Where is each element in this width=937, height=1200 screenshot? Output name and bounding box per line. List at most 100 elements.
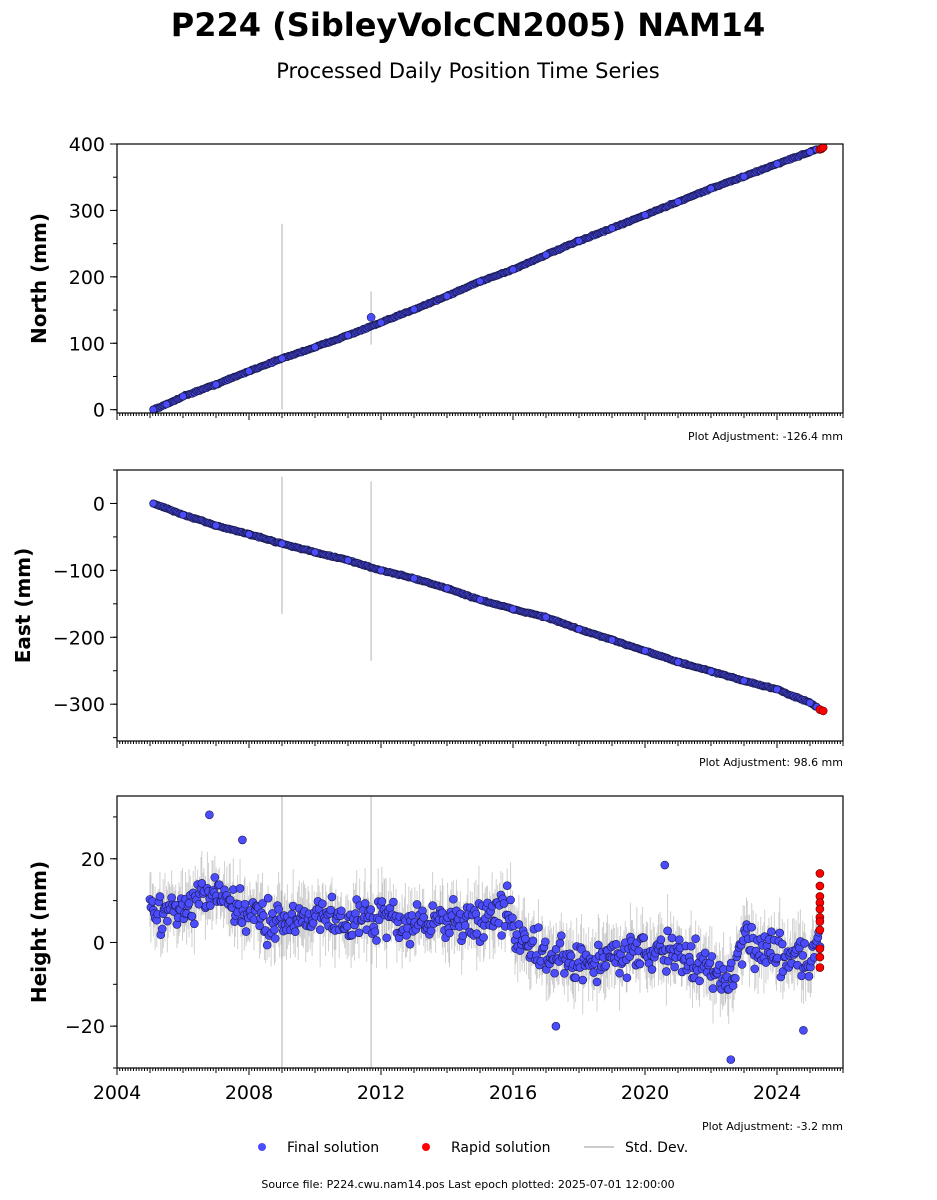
- height-final-point-280: [449, 894, 458, 904]
- height-final-point-602: [797, 971, 806, 981]
- east-final-anchor-6: [344, 556, 352, 565]
- height-final-point-109: [263, 893, 273, 903]
- height-final-point-16: [163, 916, 172, 926]
- north-final-anchor-12: [509, 265, 517, 274]
- north-y-ticks: [110, 143, 117, 411]
- height-plot-area: [145, 796, 825, 1068]
- height-final-point-88: [240, 899, 250, 909]
- north-plot-area: [149, 144, 828, 413]
- height-final-point-489: [675, 935, 684, 945]
- height-final-point-520: [708, 984, 718, 993]
- figure-title: P224 (SibleyVolcCN2005) NAM14: [171, 6, 765, 44]
- height-final-point-333: [506, 895, 515, 905]
- height-final-point-89: [241, 927, 251, 936]
- east-final-anchor-16: [674, 658, 682, 666]
- height-final-point-104: [258, 899, 267, 908]
- height-y-axis-label: Height (mm): [27, 861, 51, 1003]
- height-rapid-point-6: [815, 925, 825, 935]
- height-final-point-354: [528, 936, 538, 946]
- legend-final-label: Final solution: [287, 1140, 379, 1156]
- height-final-point-209: [372, 936, 381, 945]
- height-final-point-547: [737, 960, 747, 969]
- height-xtick-label-2020: 2020: [621, 1082, 669, 1104]
- height-final-extreme-5: [799, 1026, 808, 1035]
- height-rapid-point-8: [815, 952, 825, 962]
- height-final-point-609: [804, 972, 814, 981]
- height-final-point-39: [187, 911, 197, 921]
- north-final-anchor-1: [162, 400, 171, 409]
- height-xtick-label-2004: 2004: [93, 1082, 141, 1104]
- height-final-point-119: [274, 905, 283, 914]
- legend: Final solution Rapid solution Std. Dev.: [258, 1140, 688, 1156]
- height-final-point-393: [571, 973, 580, 983]
- height-final-point-108: [262, 940, 272, 950]
- height-final-point-182: [342, 922, 352, 931]
- source-file-note: Source file: P224.cwu.nam14.pos Last epo…: [261, 1178, 674, 1191]
- height-final-point-464: [647, 965, 657, 974]
- height-final-point-113: [268, 909, 277, 918]
- north-final-anchor-17: [674, 197, 682, 206]
- height-final-point-504: [691, 934, 700, 944]
- height-final-point-584: [777, 939, 787, 949]
- east-ytick-label-0: 0: [93, 493, 105, 515]
- height-final-point-105: [259, 911, 268, 920]
- height-final-point-208: [370, 927, 380, 937]
- height-rapid-point-0: [815, 869, 825, 878]
- height-final-point-559: [750, 964, 760, 974]
- north-final-anchor-9: [410, 305, 418, 314]
- height-final-point-582: [775, 928, 785, 938]
- east-final-anchor-2: [212, 521, 220, 530]
- east-final-anchor-0: [149, 499, 158, 508]
- height-final-point-605: [800, 939, 809, 948]
- height-final-point-11: [157, 924, 167, 934]
- height-final-point-64: [214, 880, 224, 889]
- height-final-point-247: [412, 900, 422, 909]
- height-final-point-240: [405, 939, 415, 949]
- height-final-point-341: [514, 920, 524, 929]
- height-final-point-56: [205, 901, 215, 910]
- height-final-point-116: [270, 934, 280, 943]
- height-xtick-label-2012: 2012: [357, 1082, 405, 1104]
- height-rapid-point-9: [815, 963, 825, 972]
- height-final-point-399: [577, 945, 586, 954]
- height-xtick-label-2008: 2008: [225, 1082, 273, 1104]
- legend-stddev-label: Std. Dev.: [625, 1140, 688, 1156]
- east-final-anchor-15: [641, 646, 649, 655]
- east-final-anchor-9: [443, 584, 451, 593]
- height-final-point-159: [318, 899, 327, 908]
- height-rapid-point-10: [815, 917, 825, 926]
- height-final-point-168: [327, 892, 337, 902]
- north-final-anchor-5: [278, 354, 286, 363]
- east-ytick-label-1: −100: [53, 560, 105, 582]
- height-final-point-434: [615, 968, 624, 978]
- east-x-ticks: [116, 741, 844, 748]
- height-ytick-label-1: 0: [93, 932, 105, 954]
- height-final-extreme-0: [205, 810, 214, 820]
- height-final-point-325: [497, 931, 506, 940]
- height-final-point-477: [662, 967, 671, 976]
- east-plot-area: [149, 476, 828, 716]
- height-panel: 2004 2008 2012 2016 2020 2024 20 0 −20 Height (mm…: [27, 795, 844, 1104]
- height-final-point-456: [639, 933, 648, 942]
- east-final-anchor-14: [608, 636, 616, 644]
- north-y-axis-label: North (mm): [27, 213, 51, 344]
- east-axes-frame: [116, 469, 844, 742]
- north-final-anchor-6: [311, 343, 319, 352]
- east-ytick-label-2: −200: [53, 627, 105, 649]
- height-final-extreme-3: [551, 1021, 561, 1031]
- height-final-point-539: [728, 981, 738, 990]
- height-final-point-302: [472, 929, 482, 939]
- east-panel: 0 −100 −200 −300 East (mm): [11, 469, 844, 748]
- height-final-point-157: [315, 925, 325, 935]
- height-final-point-383: [560, 969, 569, 978]
- height-final-point-541: [731, 973, 740, 983]
- height-final-point-380: [557, 931, 566, 940]
- height-final-point-453: [635, 959, 645, 969]
- height-final-point-400: [578, 975, 588, 985]
- height-final-point-20: [167, 893, 176, 902]
- height-final-point-413: [592, 977, 602, 987]
- height-rapid-point-1: [815, 881, 825, 891]
- height-final-point-48: [197, 879, 207, 888]
- height-final-point-365: [540, 937, 550, 947]
- height-final-point-508: [695, 976, 704, 986]
